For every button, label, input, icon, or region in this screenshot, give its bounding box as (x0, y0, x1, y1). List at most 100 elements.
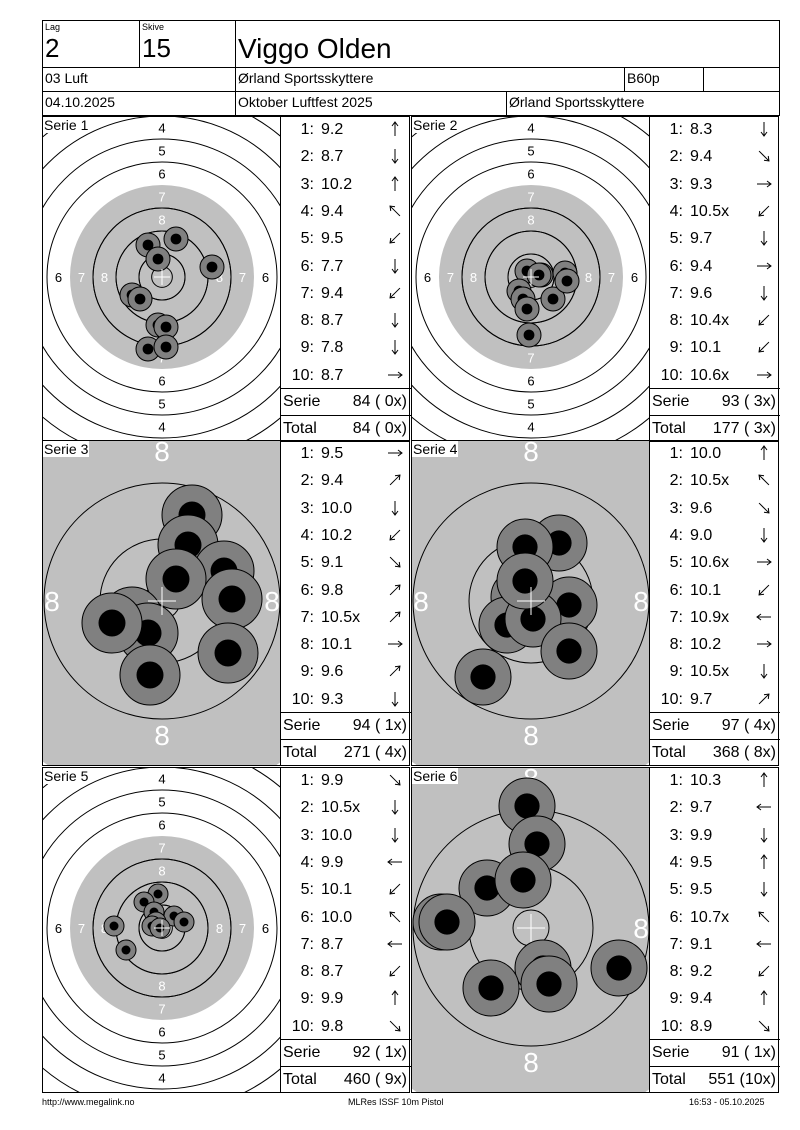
shot-hole (153, 314, 179, 340)
shot-value: 9.1 (321, 554, 344, 572)
direction-arrow-icon (385, 580, 405, 600)
shot-value: 8.3 (690, 121, 713, 138)
shot-number: 5: (669, 230, 683, 248)
shot-hole (115, 939, 137, 961)
direction-arrow-icon (385, 498, 405, 518)
ring-number: 8 (158, 213, 165, 228)
footer-url[interactable]: http://www.megalink.no (42, 1097, 135, 1107)
serie-title: Serie 2 (412, 117, 459, 133)
shot-value: 8.7 (321, 935, 344, 953)
target-image: 33445555666677778888 (43, 117, 280, 441)
direction-arrow-icon (385, 961, 405, 981)
ring-number: 7 (447, 270, 454, 285)
shot-number: 2: (300, 148, 314, 166)
shot-hole (197, 622, 259, 684)
skive-label: Skive (142, 22, 165, 32)
ring-number: 8 (523, 1047, 539, 1078)
shot-value: 9.2 (321, 121, 344, 138)
direction-arrow-icon (385, 443, 405, 463)
direction-arrow-icon (754, 256, 774, 276)
shot-number: 7: (300, 608, 314, 626)
shot-row: 9: 7.8 (281, 335, 409, 362)
shot-row: 9: 9.9 (281, 986, 409, 1013)
shot-number: 1: (300, 445, 314, 462)
direction-arrow-icon (754, 365, 774, 385)
target-panel: 33445555666677778888Serie 1 (42, 116, 281, 442)
shot-row: 6: 9.4 (650, 254, 778, 281)
shot-row: 10: 8.7 (281, 363, 409, 390)
direction-arrow-icon (385, 770, 405, 790)
direction-arrow-icon (385, 470, 405, 490)
dato-cell: 04.10.2025 (42, 91, 236, 116)
ring-number: 6 (527, 374, 534, 389)
direction-arrow-icon (385, 689, 405, 709)
shot-number: 3: (669, 826, 683, 844)
target-panel: 888877Serie 4 (411, 440, 650, 766)
shot-value: 8.7 (321, 148, 344, 166)
total-sum-row: Total 368 ( 8x) (650, 739, 780, 766)
shot-row: 8: 10.2 (650, 632, 778, 659)
shot-hole (554, 268, 580, 294)
shot-row: 4: 10.2 (281, 523, 409, 550)
shot-row: 8: 10.1 (281, 632, 409, 659)
shot-value: 10.6x (690, 554, 730, 572)
direction-arrow-icon (754, 174, 774, 194)
direction-arrow-icon (385, 256, 405, 276)
shot-row: 7: 9.6 (650, 281, 778, 308)
shot-number: 8: (300, 636, 314, 654)
direction-arrow-icon (754, 201, 774, 221)
shot-value: 9.9 (690, 826, 713, 844)
direction-arrow-icon (754, 119, 774, 139)
ring-number: 6 (55, 270, 62, 285)
shot-row: 1: 9.2 (281, 117, 409, 144)
shot-row: 1: 9.5 (281, 441, 409, 468)
shot-number: 6: (669, 581, 683, 599)
ring-number: 8 (264, 586, 280, 617)
shot-number: 6: (300, 257, 314, 275)
shot-value: 10.5x (690, 202, 730, 220)
shot-number: 9: (669, 663, 683, 681)
shot-value: 9.9 (321, 853, 344, 871)
shot-row: 10: 9.3 (281, 687, 409, 714)
shot-number: 5: (669, 881, 683, 899)
shot-row: 2: 9.4 (281, 468, 409, 495)
shot-row: 4: 9.9 (281, 850, 409, 877)
ring-number: 8 (101, 270, 108, 285)
shot-row: 6: 10.1 (650, 578, 778, 605)
ring-number: 8 (158, 864, 165, 879)
shot-value: 9.9 (321, 990, 344, 1008)
direction-arrow-icon (754, 988, 774, 1008)
shot-number: 10: (660, 690, 683, 708)
ring-number: 7 (527, 190, 534, 205)
serie-title: Serie 6 (412, 768, 459, 784)
target-panel: 33445555666677778888Serie 2 (411, 116, 650, 442)
shot-value: 10.5x (321, 799, 361, 817)
shot-value: 10.4x (690, 312, 730, 330)
shot-row: 3: 10.0 (281, 823, 409, 850)
ring-number: 6 (424, 270, 431, 285)
direction-arrow-icon (385, 607, 405, 627)
direction-arrow-icon (754, 797, 774, 817)
direction-arrow-icon (385, 852, 405, 872)
shot-hole (494, 851, 552, 909)
shot-row: 9: 9.6 (281, 659, 409, 686)
serie-sum-row: Serie 91 ( 1x) (650, 1039, 780, 1066)
direction-arrow-icon (754, 907, 774, 927)
ring-number: 7 (239, 270, 246, 285)
ring-number: 6 (527, 167, 534, 182)
direction-arrow-icon (385, 201, 405, 221)
shot-number: 7: (300, 284, 314, 302)
shot-row: 3: 9.6 (650, 496, 778, 523)
shot-row: 4: 9.5 (650, 850, 778, 877)
shot-number: 6: (300, 581, 314, 599)
ring-number: 8 (523, 441, 539, 467)
shot-number: 8: (300, 963, 314, 981)
shot-value: 10.2 (321, 175, 353, 193)
shot-value: 9.8 (321, 1017, 344, 1035)
target-image: 888877 (43, 441, 280, 765)
shot-number: 2: (300, 472, 314, 490)
shot-value: 10.0 (321, 826, 353, 844)
direction-arrow-icon (754, 634, 774, 654)
score-panel: 1: 9.9 2: 10.5x 3: 10.0 4: 9.9 5: 10.1 6: 10.0 7: 8.7… (280, 767, 411, 1093)
shot-hole (127, 286, 153, 312)
